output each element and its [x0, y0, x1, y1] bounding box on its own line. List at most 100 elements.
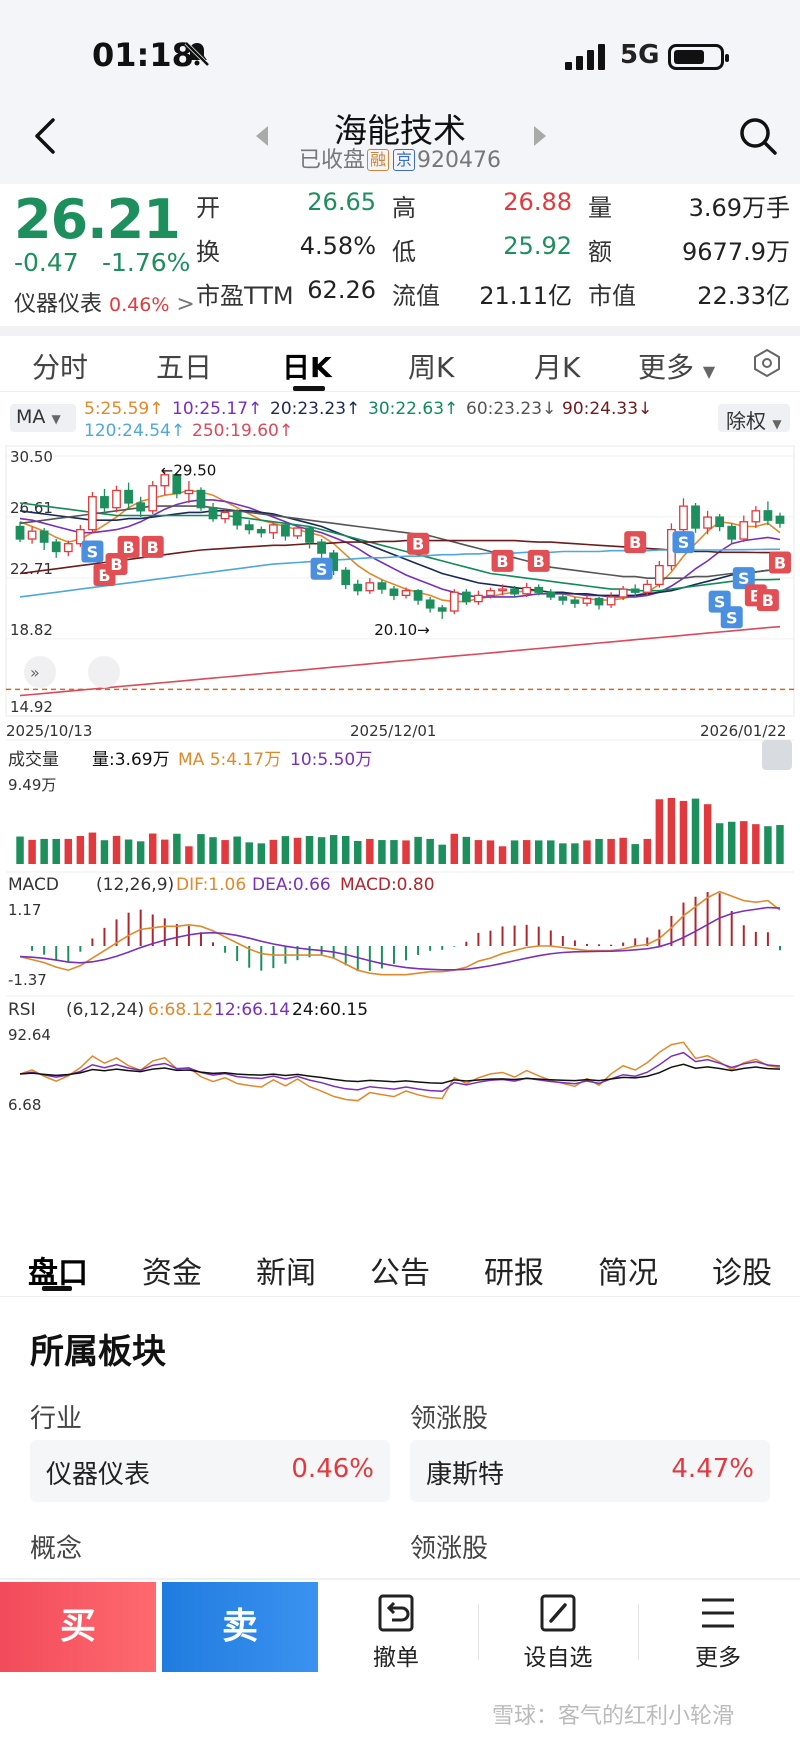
watermark: 雪球：客气的红利小轮滑 [492, 1704, 735, 1729]
volume-bar [450, 833, 459, 864]
volume-bar [209, 837, 217, 864]
candle [317, 541, 326, 554]
volume-bar [185, 846, 193, 864]
caret-down-icon: ▼ [702, 362, 716, 381]
ma-arrow: ↓ [638, 399, 653, 419]
ma-legend-item: 5:25.59↑ [84, 399, 163, 419]
volume-bar [619, 837, 627, 864]
signal-icon [565, 44, 605, 70]
volume-bar [776, 825, 784, 864]
candle [739, 521, 749, 540]
tab-five-day[interactable]: 五日 [156, 351, 213, 384]
add-watchlist-button[interactable]: 设自选 [498, 1594, 618, 1672]
candle [546, 591, 556, 598]
low-annotation: 20.10→ [374, 621, 430, 639]
signal-buy-marker [141, 535, 164, 558]
ma-selector[interactable]: MA ▼ [10, 404, 76, 432]
macd-dea-line [19, 906, 781, 971]
status-time: 01:18 [92, 36, 194, 74]
candle [160, 474, 170, 487]
tab-diagnosis[interactable]: 诊股 [712, 1256, 772, 1291]
ma-legend-item: 250:19.60↑ [192, 421, 293, 441]
fullscreen-button [88, 656, 120, 688]
chart-tabs [0, 336, 800, 392]
section-title: 所属板块 [30, 1332, 166, 1372]
volume-bar [390, 840, 398, 864]
tab-news[interactable]: 新闻 [256, 1256, 316, 1291]
candle [558, 596, 568, 601]
rsi-line [19, 1041, 781, 1102]
signal-letter: S [316, 560, 328, 579]
tab-weekly-k[interactable]: 周K [408, 351, 455, 384]
tab-intraday[interactable]: 分时 [32, 351, 89, 384]
candle [630, 588, 640, 593]
volume-bar [486, 840, 495, 864]
volume-bar [679, 800, 688, 864]
volume-bar [100, 840, 109, 864]
quote-label: 量 [588, 194, 612, 222]
divider [478, 1604, 479, 1660]
settings-hex-icon[interactable] [752, 348, 782, 378]
ma-legend-item: 30:22.63↑ [368, 399, 458, 419]
ma-arrow: ↑ [149, 399, 164, 419]
tab-research[interactable]: 研报 [484, 1256, 544, 1291]
search-icon[interactable] [738, 116, 778, 156]
volume-max-label: 9.49万 [8, 776, 56, 794]
tab-order-book[interactable]: 盘口 [28, 1256, 88, 1291]
tab-funds[interactable]: 资金 [142, 1256, 202, 1291]
macd-top-label: 1.17 [8, 901, 41, 919]
candle [281, 524, 290, 537]
volume-bar [752, 824, 760, 864]
tab-monthly-k[interactable]: 月K [534, 351, 581, 384]
quote-label: 开 [196, 194, 220, 222]
signal-sell-marker [310, 557, 333, 580]
candle [582, 597, 592, 604]
volume-bar [498, 846, 507, 864]
lead-stock-name: 康斯特 [426, 1460, 505, 1490]
rsi-top-label: 92.64 [8, 1026, 51, 1044]
status-bar: 01:18 5G [0, 0, 800, 96]
caret-down-icon: ▼ [51, 412, 61, 426]
volume-bar [40, 838, 48, 864]
candle [27, 530, 37, 540]
signal-buy-marker [407, 532, 430, 555]
lead-stock-card[interactable]: 康斯特 4.47% [410, 1440, 770, 1502]
ma-line-ma250 [19, 625, 781, 697]
industry-card[interactable]: 仪器仪表 0.46% [30, 1440, 390, 1502]
lead-stock-label: 领涨股 [410, 1404, 489, 1434]
tab-daily-k[interactable]: 日K [282, 351, 332, 384]
industry-label: 行业 [30, 1404, 83, 1434]
prev-stock-icon[interactable] [256, 126, 268, 146]
sell-button[interactable]: 卖 [162, 1582, 318, 1672]
candle [498, 588, 507, 592]
adjust-selector[interactable]: 除权 ▼ [718, 404, 790, 433]
tab-profile[interactable]: 简况 [598, 1256, 658, 1291]
candle [244, 524, 254, 531]
candle [570, 599, 580, 604]
candle [15, 525, 25, 540]
volume-bar [691, 798, 700, 864]
industry-pct: 0.46% [109, 294, 170, 316]
candle [100, 496, 109, 509]
volume-bar [245, 842, 253, 864]
candle [63, 543, 73, 553]
quote-value: 25.92 [503, 232, 572, 260]
x-axis-label: 2025/10/13 [6, 722, 92, 740]
volume-bar [52, 838, 60, 864]
cancel-order-button[interactable]: 撤单 [336, 1594, 456, 1672]
signal-letter: S [738, 569, 750, 588]
volume-bar [293, 837, 302, 864]
next-stock-icon[interactable] [534, 126, 546, 146]
menu-icon [702, 1598, 734, 1628]
signal-sell-marker [732, 567, 755, 590]
volume-bar [148, 833, 157, 864]
buy-button[interactable]: 买 [0, 1582, 156, 1672]
tab-announcements[interactable]: 公告 [370, 1256, 430, 1291]
industry-link[interactable]: 仪器仪表 0.46% > [14, 286, 195, 318]
back-arrow-icon[interactable] [34, 118, 56, 154]
volume-bar [643, 838, 652, 864]
more-button[interactable]: 更多 [658, 1594, 778, 1672]
tab-more[interactable]: 更多 ▼ [638, 346, 715, 386]
candle [341, 569, 351, 586]
